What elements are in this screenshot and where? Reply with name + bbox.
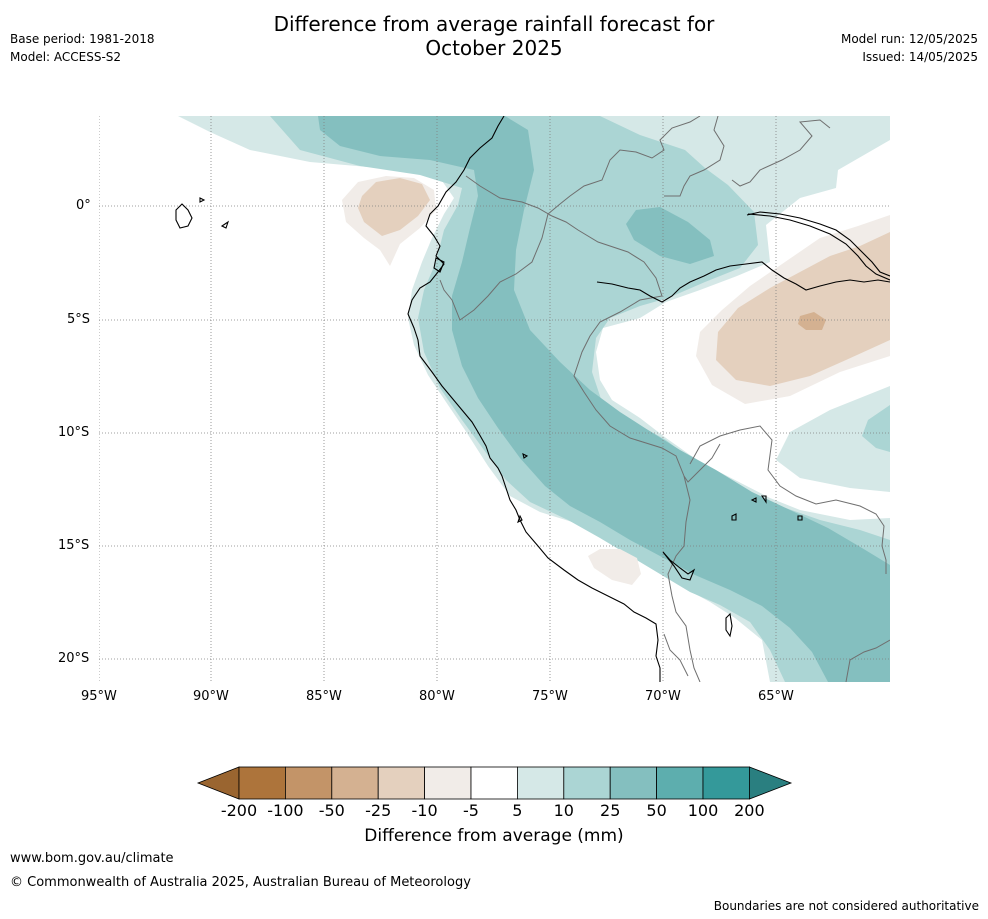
- lon-label-90w: 90°W: [193, 689, 229, 704]
- lat-label-10s: 10°S: [58, 425, 90, 440]
- colorbar-tick-label: -100: [267, 801, 303, 820]
- map-title: Difference from average rainfall forecas…: [0, 12, 988, 60]
- colorbar-cell: [424, 766, 472, 800]
- colorbar-cell: [377, 766, 426, 800]
- lat-label-0: 0°: [76, 198, 91, 213]
- title-line-2: October 2025: [425, 36, 563, 60]
- country-boundaries: [439, 116, 890, 682]
- contour-dry-coast: [358, 178, 430, 236]
- model-run: Model run: 12/05/2025: [840, 32, 978, 46]
- colorbar-cell: [702, 766, 750, 800]
- colorbar-tick-label: 10: [554, 801, 574, 820]
- colorbar-tick-label: -200: [221, 801, 257, 820]
- lat-label-20s: 20°S: [58, 651, 90, 666]
- colorbar-tick-label: 25: [600, 801, 620, 820]
- contour-dry-east: [716, 232, 890, 386]
- contour-25-50-inland: [626, 207, 714, 264]
- colorbar-ticks: -200 -100 -50 -25 -10 -5 5 10 25 50 100 200: [221, 801, 765, 820]
- colorbar-cell: [284, 766, 333, 800]
- coastline: [175, 116, 890, 682]
- contour-10-25-east: [862, 405, 890, 452]
- colorbar-tick-label: 50: [646, 801, 666, 820]
- contour-25-50: [318, 116, 890, 682]
- colorbar-extend-high: [749, 766, 793, 800]
- footer-note: Boundaries are not considered authoritat…: [713, 899, 979, 913]
- lon-label-75w: 75°W: [532, 689, 568, 704]
- colorbar-cell: [470, 766, 518, 800]
- colorbar-tick-label: -10: [412, 801, 438, 820]
- lon-label-70w: 70°W: [645, 689, 681, 704]
- colorbar-tick-label: 100: [688, 801, 719, 820]
- contour-dry-light-south: [588, 549, 641, 585]
- issued-date: Issued: 14/05/2025: [862, 50, 978, 64]
- colorbar-cell: [656, 766, 704, 800]
- lon-label-80w: 80°W: [419, 689, 455, 704]
- colorbar-cell: [517, 766, 565, 800]
- contour-dry-core: [798, 312, 826, 330]
- colorbar-cell: [609, 766, 658, 800]
- colorbar-tick-label: -50: [319, 801, 345, 820]
- colorbar-extend-low: [196, 766, 240, 800]
- lon-gridlines: [99, 116, 777, 682]
- colorbar-cells: [196, 766, 793, 800]
- colorbar-tick-label: 5: [512, 801, 522, 820]
- colorbar-tick-label: -5: [463, 801, 479, 820]
- contour-5-10-east: [776, 386, 890, 492]
- meta-right: Model run: 12/05/2025 Issued: 14/05/2025: [841, 30, 978, 66]
- colorbar-tick-label: -25: [365, 801, 391, 820]
- colorbar-cell: [563, 766, 611, 800]
- colorbar-cell: [238, 766, 286, 800]
- lon-label-85w: 85°W: [306, 689, 342, 704]
- footer-copyright: © Commonwealth of Australia 2025, Austra…: [10, 875, 471, 890]
- lon-label-65w: 65°W: [758, 689, 794, 704]
- lon-label-95w: 95°W: [81, 689, 117, 704]
- colorbar-cell: [331, 766, 379, 800]
- model-name: Model: ACCESS-S2: [10, 50, 122, 64]
- map-contours: [99, 116, 890, 682]
- meta-left: Base period: 1981-2018 Model: ACCESS-S2: [10, 30, 155, 66]
- lat-label-15s: 15°S: [58, 538, 90, 553]
- colorbar-title: Difference from average (mm): [364, 826, 624, 846]
- colorbar-tick-label: 200: [734, 801, 765, 820]
- lat-label-5s: 5°S: [67, 312, 91, 327]
- footer-url[interactable]: www.bom.gov.au/climate: [10, 851, 174, 866]
- base-period: Base period: 1981-2018: [10, 32, 155, 46]
- title-line-1: Difference from average rainfall forecas…: [273, 12, 715, 36]
